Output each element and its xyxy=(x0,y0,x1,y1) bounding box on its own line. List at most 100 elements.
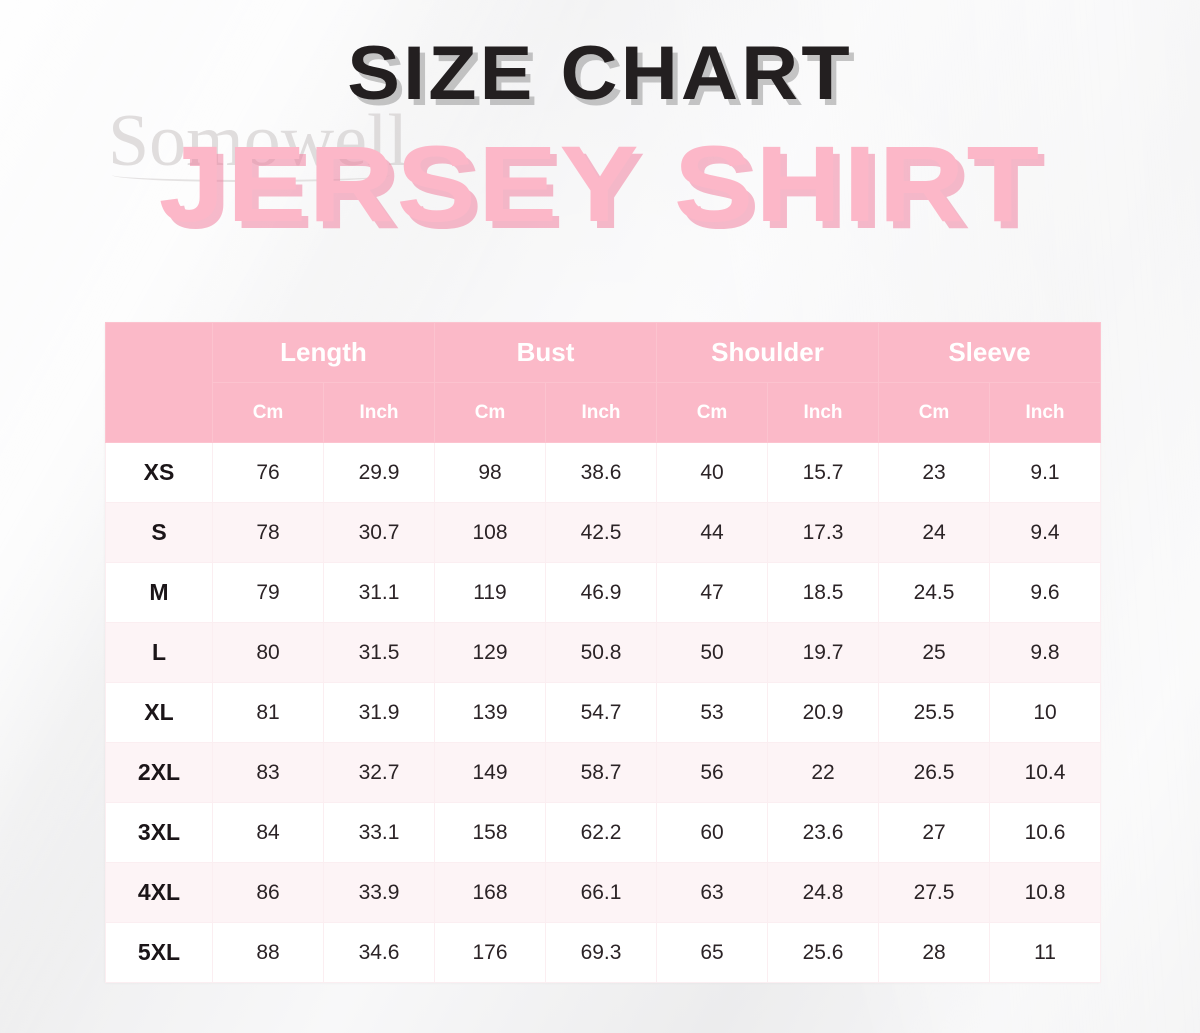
table-header-unit-row: Cm Inch Cm Inch Cm Inch Cm Inch xyxy=(106,382,1102,443)
table-row: S 78 30.7 108 42.5 44 17.3 24 9.4 xyxy=(105,502,1102,563)
table-row: M 79 31.1 119 46.9 47 18.5 24.5 9.6 xyxy=(105,562,1102,623)
cell-3xl-inch-7: 10.6 xyxy=(989,802,1102,863)
cell-5xl-inch-3: 69.3 xyxy=(545,922,657,983)
table-row: 4XL 86 33.9 168 66.1 63 24.8 27.5 10.8 xyxy=(105,862,1102,923)
cell-4xl-cm-4: 63 xyxy=(656,862,768,923)
cell-xl-cm-0: 81 xyxy=(212,682,324,743)
cell-xl-inch-1: 31.9 xyxy=(323,682,435,743)
table-row: 5XL 88 34.6 176 69.3 65 25.6 28 11 xyxy=(105,922,1102,983)
cell-3xl-cm-0: 84 xyxy=(212,802,324,863)
cell-5xl-cm-2: 176 xyxy=(434,922,546,983)
cell-m-cm-4: 47 xyxy=(656,562,768,623)
cell-xl-inch-7: 10 xyxy=(989,682,1102,743)
watermark-top: Somowell xyxy=(108,104,408,182)
cell-5xl-cm-0: 88 xyxy=(212,922,324,983)
size-label-m: M xyxy=(105,562,213,623)
cell-l-inch-7: 9.8 xyxy=(989,622,1102,683)
cell-3xl-inch-5: 23.6 xyxy=(766,802,880,863)
cell-2xl-inch-3: 58.7 xyxy=(545,742,657,803)
page-subtitle: JERSEY SHIRT xyxy=(158,123,1042,244)
size-chart-table: Length Bust Shoulder Sleeve Cm Inch Cm Inch Cm I… xyxy=(105,322,1102,983)
size-label-2xl: 2XL xyxy=(105,742,213,803)
cell-4xl-cm-0: 86 xyxy=(212,862,324,923)
cell-2xl-cm-0: 83 xyxy=(212,742,324,803)
cell-m-cm-0: 79 xyxy=(212,562,324,623)
size-chart-table-container: Length Bust Shoulder Sleeve Cm Inch Cm Inch Cm I… xyxy=(105,322,1102,983)
cell-5xl-inch-7: 11 xyxy=(989,922,1102,983)
cell-5xl-inch-5: 25.6 xyxy=(766,922,880,983)
header-group-sleeve: Sleeve xyxy=(878,322,1102,383)
cell-s-cm-4: 44 xyxy=(656,502,768,563)
table-body: XS 76 29.9 98 38.6 40 15.7 23 9.1 S 78 30.7 108 42.5 4… xyxy=(105,442,1102,983)
cell-xs-inch-3: 38.6 xyxy=(545,442,657,503)
cell-s-inch-3: 42.5 xyxy=(545,502,657,563)
watermark-text: Somowell xyxy=(108,100,409,182)
header-size-corner xyxy=(105,322,213,443)
size-label-l: L xyxy=(105,622,213,683)
size-label-xs: XS xyxy=(105,442,213,503)
table-row: XL 81 31.9 139 54.7 53 20.9 25.5 10 xyxy=(105,682,1102,743)
cell-xl-inch-3: 54.7 xyxy=(545,682,657,743)
table-header: Length Bust Shoulder Sleeve Cm Inch Cm Inch Cm I… xyxy=(105,322,1102,443)
cell-2xl-inch-1: 32.7 xyxy=(323,742,435,803)
size-label-5xl: 5XL xyxy=(105,922,213,983)
cell-m-inch-3: 46.9 xyxy=(545,562,657,623)
header-group-shoulder: Shoulder xyxy=(655,322,880,383)
cell-xs-cm-2: 98 xyxy=(434,442,546,503)
cell-xl-inch-5: 20.9 xyxy=(766,682,880,743)
cell-xl-cm-4: 53 xyxy=(656,682,768,743)
cell-4xl-inch-5: 24.8 xyxy=(766,862,880,923)
header-group-bust: Bust xyxy=(434,322,657,383)
cell-s-cm-2: 108 xyxy=(434,502,546,563)
cell-4xl-inch-7: 10.8 xyxy=(989,862,1102,923)
cell-2xl-cm-6: 26.5 xyxy=(878,742,991,803)
cell-3xl-cm-4: 60 xyxy=(656,802,768,863)
cell-xs-inch-5: 15.7 xyxy=(766,442,880,503)
cell-4xl-cm-2: 168 xyxy=(434,862,546,923)
cell-s-cm-0: 78 xyxy=(212,502,324,563)
cell-m-inch-1: 31.1 xyxy=(323,562,435,623)
table-row: XS 76 29.9 98 38.6 40 15.7 23 9.1 xyxy=(105,442,1102,503)
size-label-xl: XL xyxy=(105,682,213,743)
header-unit-inch-1: Inch xyxy=(323,382,435,443)
cell-3xl-cm-2: 158 xyxy=(434,802,546,863)
header-unit-cm-4: Cm xyxy=(656,382,768,443)
cell-xs-cm-0: 76 xyxy=(212,442,324,503)
header-unit-inch-7: Inch xyxy=(989,382,1102,443)
cell-l-cm-0: 80 xyxy=(212,622,324,683)
title-block: SIZE CHART JERSEY SHIRT xyxy=(0,36,1200,238)
cell-xl-cm-2: 139 xyxy=(434,682,546,743)
cell-l-cm-2: 129 xyxy=(434,622,546,683)
table-header-group-row: Length Bust Shoulder Sleeve xyxy=(105,322,1102,443)
cell-xl-cm-6: 25.5 xyxy=(878,682,991,743)
cell-xs-cm-4: 40 xyxy=(656,442,768,503)
cell-l-cm-6: 25 xyxy=(878,622,991,683)
cell-s-inch-5: 17.3 xyxy=(766,502,880,563)
cell-l-inch-3: 50.8 xyxy=(545,622,657,683)
cell-l-inch-5: 19.7 xyxy=(766,622,880,683)
header-unit-cm-0: Cm xyxy=(212,382,324,443)
table-row: 3XL 84 33.1 158 62.2 60 23.6 27 10.6 xyxy=(105,802,1102,863)
cell-4xl-cm-6: 27.5 xyxy=(878,862,991,923)
table-row: L 80 31.5 129 50.8 50 19.7 25 9.8 xyxy=(105,622,1102,683)
cell-5xl-cm-6: 28 xyxy=(878,922,991,983)
table-row: 2XL 83 32.7 149 58.7 56 22 26.5 10.4 xyxy=(105,742,1102,803)
cell-3xl-inch-1: 33.1 xyxy=(323,802,435,863)
cell-2xl-cm-4: 56 xyxy=(656,742,768,803)
size-label-s: S xyxy=(105,502,213,563)
cell-xs-inch-7: 9.1 xyxy=(989,442,1102,503)
cell-xs-inch-1: 29.9 xyxy=(323,442,435,503)
size-label-3xl: 3XL xyxy=(105,802,213,863)
cell-2xl-inch-5: 22 xyxy=(766,742,880,803)
cell-m-inch-5: 18.5 xyxy=(766,562,880,623)
cell-2xl-inch-7: 10.4 xyxy=(989,742,1102,803)
cell-m-cm-6: 24.5 xyxy=(878,562,991,623)
header-unit-cm-6: Cm xyxy=(878,382,991,443)
cell-l-cm-4: 50 xyxy=(656,622,768,683)
cell-5xl-inch-1: 34.6 xyxy=(323,922,435,983)
header-unit-cm-2: Cm xyxy=(434,382,546,443)
cell-l-inch-1: 31.5 xyxy=(323,622,435,683)
size-label-4xl: 4XL xyxy=(105,862,213,923)
cell-2xl-cm-2: 149 xyxy=(434,742,546,803)
header-unit-inch-5: Inch xyxy=(766,382,880,443)
